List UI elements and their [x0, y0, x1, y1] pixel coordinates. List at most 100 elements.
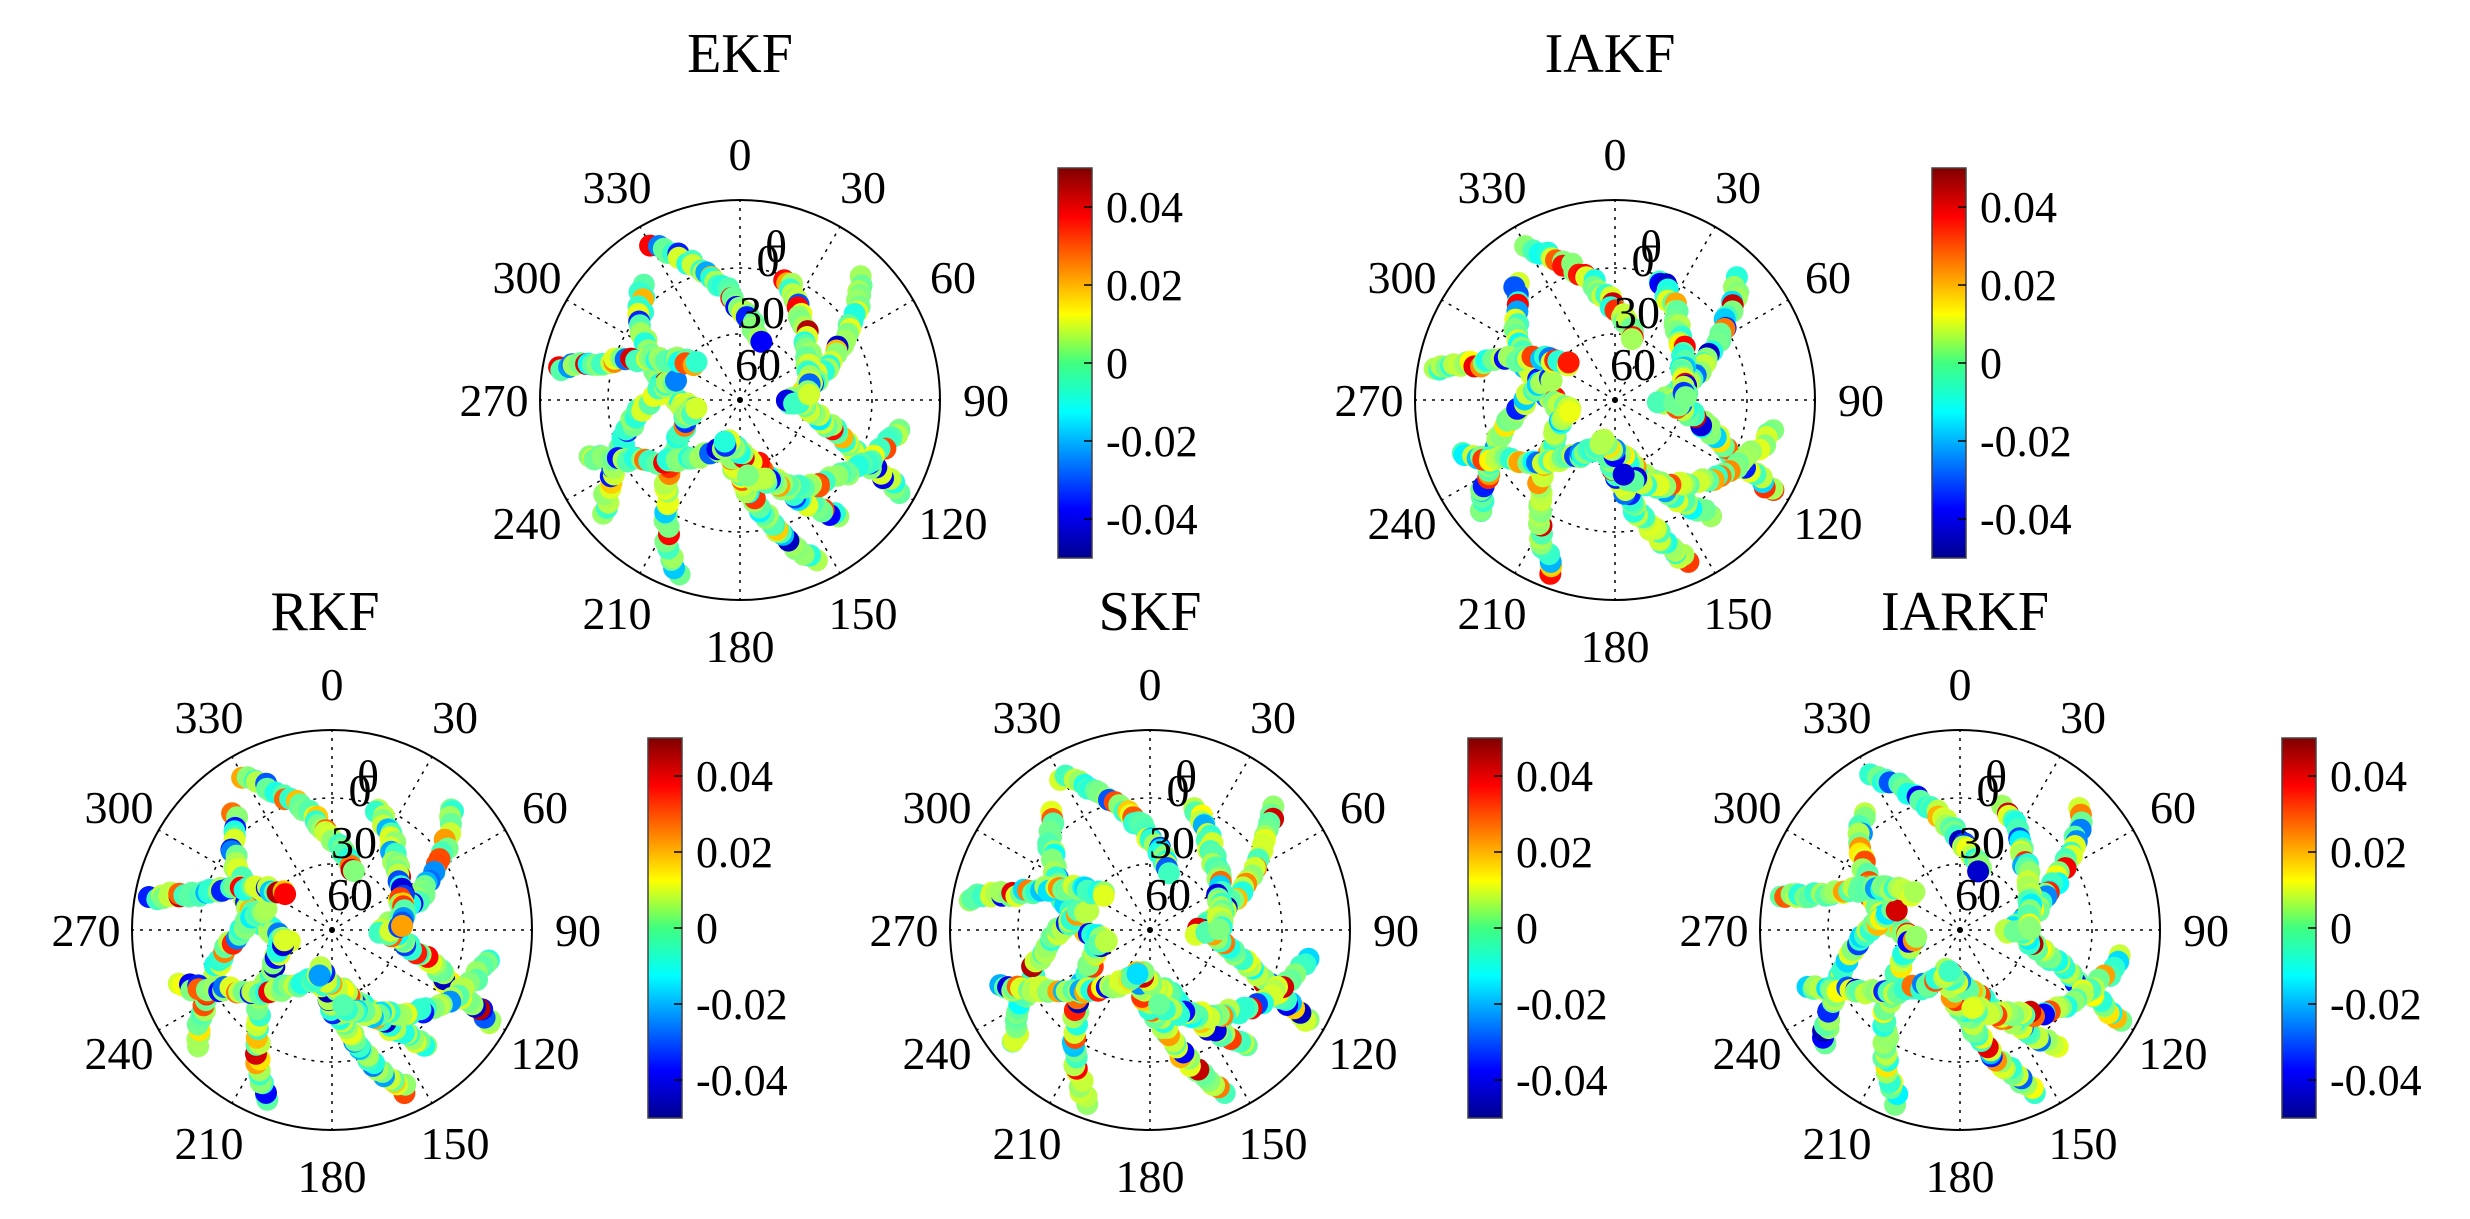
angle-tick-label: 150: [829, 588, 898, 639]
angle-tick-label: 330: [1803, 692, 1872, 743]
angle-tick-label: 30: [1250, 692, 1296, 743]
angle-tick-label: 300: [85, 782, 154, 833]
angle-tick-label: 120: [1794, 498, 1863, 549]
scatter-point: [1158, 862, 1180, 885]
scatter-point: [1558, 400, 1581, 423]
polar-spoke: [1049, 929, 1151, 1104]
scatter-point: [750, 330, 773, 353]
colorbar-tick-label: -0.04: [2330, 1056, 2422, 1105]
angle-tick-label: 90: [1373, 905, 1419, 956]
scatter-point: [1557, 351, 1580, 374]
angle-tick-label: 0: [1604, 129, 1627, 180]
scatter-point: [1126, 962, 1149, 985]
colorbar-tick-label: 0.04: [1980, 183, 2057, 232]
colorbar-tick-label: -0.02: [696, 980, 788, 1029]
colorbar-tick-label: -0.02: [1106, 417, 1198, 466]
radial-tick-label: 60: [1955, 869, 2001, 920]
colorbar-tick-label: 0: [1516, 904, 1538, 953]
scatter-point: [1092, 884, 1115, 907]
angle-tick-label: 300: [1368, 252, 1437, 303]
angle-tick-label: 270: [460, 375, 529, 426]
radial-tick-label: 0: [757, 235, 780, 286]
polar-spoke: [639, 226, 741, 401]
scatter-point: [342, 860, 365, 882]
angle-tick-label: 30: [1715, 162, 1761, 213]
scatter-point: [1903, 881, 1926, 903]
scatter-point: [1938, 960, 1961, 983]
radial-tick-label: 60: [735, 339, 781, 390]
angle-tick-label: 270: [52, 905, 121, 956]
angle-tick-label: 150: [421, 1118, 490, 1169]
elevation-symbol: θ: [1175, 751, 1197, 802]
angle-tick-label: 330: [993, 692, 1062, 743]
polar-spoke: [566, 399, 741, 501]
polar-ring-1: [1482, 267, 1748, 533]
scatter-point: [1540, 369, 1563, 392]
colorbar-tick-label: 0.04: [1106, 183, 1183, 232]
angle-tick-label: 270: [870, 905, 939, 956]
scatter-point: [713, 430, 736, 453]
angle-tick-label: 0: [1139, 659, 1162, 710]
subplot-iakf: IAKF03060θ030609012015018021024027030033…: [1335, 23, 2072, 672]
angle-tick-label: 210: [583, 588, 652, 639]
scatter-point: [274, 883, 297, 906]
angle-tick-label: 120: [511, 1028, 580, 1079]
angle-tick-label: 90: [963, 375, 1009, 426]
radial-tick-label: 30: [1959, 817, 2005, 868]
colorbar-tick-label: -0.02: [1980, 417, 2072, 466]
polar-ring-1: [1017, 797, 1283, 1063]
angle-tick-label: 240: [85, 1028, 154, 1079]
subplot-ekf: EKF03060θ0306090120150180210240270300330…: [460, 23, 1198, 672]
colorbar-tick-label: -0.02: [1516, 980, 1608, 1029]
colorbar-tick-label: -0.04: [1106, 495, 1198, 544]
scatter-point: [2019, 918, 2042, 941]
angle-tick-label: 30: [2060, 692, 2106, 743]
angle-tick-label: 120: [2139, 1028, 2208, 1079]
angle-tick-label: 120: [1329, 1028, 1398, 1079]
polar-spoke: [1859, 929, 1961, 1104]
elevation-symbol: θ: [765, 221, 787, 272]
scatter-point: [1885, 899, 1908, 922]
polar-spoke: [1859, 756, 1961, 931]
colorbar-tick-label: 0.04: [696, 752, 773, 801]
colorbar-tick-label: 0.04: [1516, 752, 1593, 801]
colorbar-tick-label: -0.04: [1516, 1056, 1608, 1105]
scatter-point: [1612, 463, 1635, 486]
radial-tick-label: 30: [1149, 817, 1195, 868]
scatter-point: [1621, 328, 1643, 351]
scatter-point: [391, 914, 413, 937]
angle-tick-label: 300: [493, 252, 562, 303]
angle-tick-label: 150: [1239, 1118, 1308, 1169]
polar-spoke: [639, 399, 741, 574]
angle-tick-label: 90: [1838, 375, 1884, 426]
angle-tick-label: 210: [175, 1118, 244, 1169]
colorbar-tick-label: 0: [1106, 339, 1128, 388]
polar-spoke: [231, 929, 333, 1104]
angle-tick-label: 0: [321, 659, 344, 710]
radial-tick-label: 30: [331, 817, 377, 868]
angle-tick-label: 300: [903, 782, 972, 833]
colorbar-tick-label: 0: [2330, 904, 2352, 953]
subplot-title: SKF: [1099, 581, 1202, 643]
scatter-points: [958, 764, 1320, 1116]
angle-tick-label: 0: [729, 129, 752, 180]
colorbar-tick-label: 0.02: [2330, 828, 2407, 877]
colorbar-tick-label: 0.02: [1516, 828, 1593, 877]
polar-spoke: [1614, 399, 1789, 501]
polar-ring-1: [607, 267, 873, 533]
colorbar-tick-label: -0.04: [696, 1056, 788, 1105]
polar-spoke: [231, 756, 333, 931]
radial-tick-label: 0: [1977, 765, 2000, 816]
angle-tick-label: 210: [1458, 588, 1527, 639]
scatter-point: [737, 464, 759, 487]
radial-tick-label: 60: [1145, 869, 1191, 920]
scatter-point: [1905, 925, 1928, 948]
subplot-rkf: RKF03060θ0306090120150180210240270300330…: [52, 581, 788, 1202]
angle-tick-label: 240: [493, 498, 562, 549]
angle-tick-label: 300: [1713, 782, 1782, 833]
angle-tick-label: 60: [1805, 252, 1851, 303]
scatter-point: [255, 897, 278, 920]
angle-tick-label: 60: [1340, 782, 1386, 833]
scatter-point: [1674, 386, 1697, 409]
angle-tick-label: 60: [2150, 782, 2196, 833]
